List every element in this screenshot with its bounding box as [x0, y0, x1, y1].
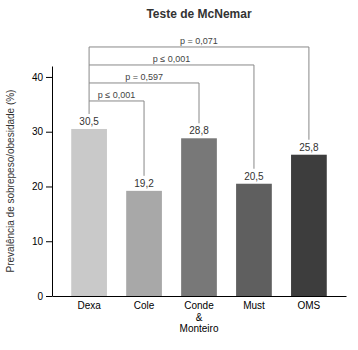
data-label: 28,8 [189, 125, 209, 136]
x-tick-label-line: Dexa [77, 300, 101, 311]
data-labels: 30,5 19,2 28,8 20,5 25,8 [79, 116, 319, 189]
y-tick-label: 0 [37, 291, 43, 302]
x-tick-label-line: Must [243, 300, 265, 311]
y-tick-mark [46, 296, 52, 297]
x-tick-label-line: OMS [298, 300, 321, 311]
bracket [89, 47, 309, 140]
x-tick-label-line: Cole [134, 300, 155, 311]
x-tick-label-line: Conde [184, 300, 214, 311]
y-tick: 30 [32, 126, 52, 137]
x-tick-label-line: Monteiro [180, 323, 219, 334]
chart-title: Teste de McNemar [146, 7, 251, 21]
annotation-label: p = 0,597 [125, 72, 163, 82]
x-tick: Dexa [77, 300, 101, 311]
bar [291, 155, 327, 296]
y-tick: 20 [32, 181, 52, 192]
y-tick-label: 20 [32, 181, 44, 192]
bar [126, 191, 162, 296]
annotation-label: p = 0,071 [180, 36, 218, 46]
plot-area: 0 10 20 30 40 Dexa Cole Conde&Monteiro Must OMS 30… [32, 36, 347, 334]
bars [71, 129, 327, 296]
y-tick: 10 [32, 236, 52, 247]
x-tick: Must [243, 300, 265, 311]
y-tick-label: 40 [32, 72, 44, 83]
chart-svg: 0 10 20 30 40 Dexa Cole Conde&Monteiro Must OMS 30… [0, 0, 358, 350]
annotation-label: p ≤ 0,001 [98, 90, 135, 100]
y-tick-mark [46, 77, 52, 78]
x-tick: Conde&Monteiro [180, 300, 219, 334]
bar [71, 129, 107, 296]
y-axis-title: Prevalência de sobrepeso/obesidade (%) [5, 90, 16, 273]
y-tick-label: 10 [32, 236, 44, 247]
x-tick-label: OMS [298, 300, 321, 311]
data-label: 25,8 [299, 142, 319, 153]
y-tick-mark [46, 132, 52, 133]
x-axis: Dexa Cole Conde&Monteiro Must OMS [53, 297, 347, 335]
x-tick: OMS [298, 300, 321, 311]
bracket [89, 65, 254, 169]
bar [181, 138, 217, 296]
x-tick-label: Cole [134, 300, 155, 311]
x-axis-line [53, 296, 347, 297]
y-axis-line [52, 67, 53, 297]
bar [236, 184, 272, 296]
bracket [89, 101, 144, 176]
chart-container: 0 10 20 30 40 Dexa Cole Conde&Monteiro Must OMS 30… [0, 0, 358, 350]
y-tick-mark [46, 241, 52, 242]
data-label: 20,5 [244, 171, 264, 182]
y-axis: 0 10 20 30 40 [32, 67, 53, 302]
y-tick-label: 30 [32, 126, 44, 137]
x-tick-label: Conde&Monteiro [180, 300, 219, 334]
bracket [89, 83, 199, 123]
x-tick-label: Dexa [77, 300, 101, 311]
annotation-label: p ≤ 0,001 [153, 54, 190, 64]
y-tick: 0 [37, 291, 52, 302]
y-tick: 40 [32, 72, 52, 83]
annotations: p ≤ 0,001 p = 0,597 p ≤ 0,001 p = 0,071 [89, 36, 309, 176]
data-label: 19,2 [134, 178, 154, 189]
y-tick-mark [46, 186, 52, 187]
x-tick-label-line: & [196, 312, 203, 323]
x-tick-label: Must [243, 300, 265, 311]
x-tick: Cole [134, 300, 155, 311]
data-label: 30,5 [79, 116, 99, 127]
